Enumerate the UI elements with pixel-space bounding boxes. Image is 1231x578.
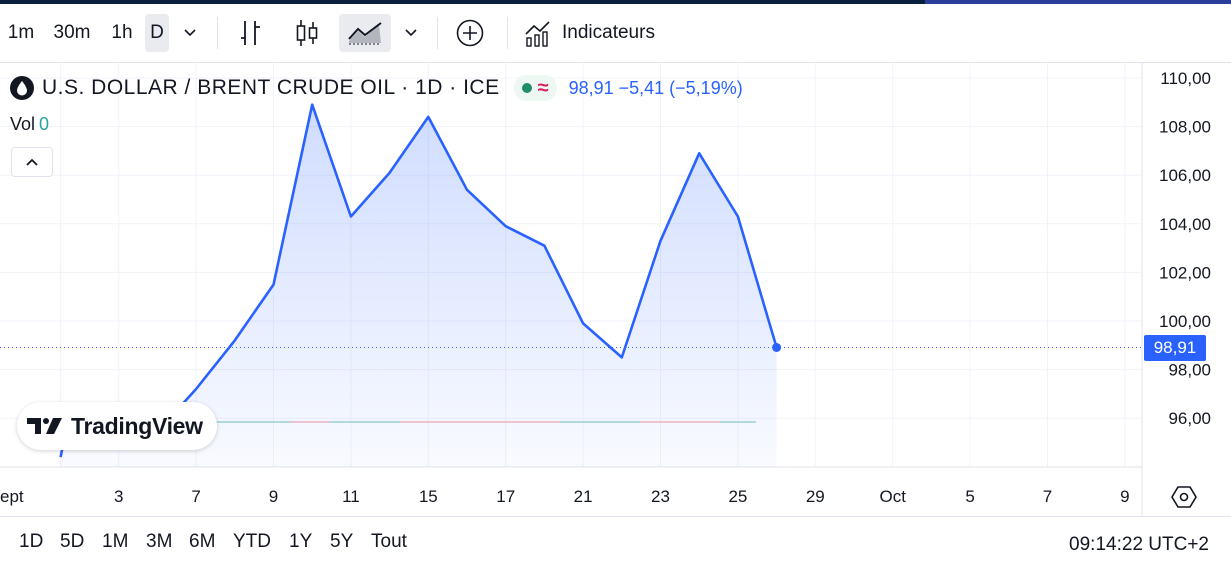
- volume-value: 0: [39, 114, 50, 134]
- compare-add-button[interactable]: [450, 14, 490, 52]
- price-tick-label: 100,00: [1159, 312, 1211, 331]
- interval-dropdown-button[interactable]: [176, 14, 204, 52]
- time-tick-label: 9: [1120, 487, 1129, 506]
- bar-chart-button[interactable]: [232, 14, 270, 52]
- area-chart-button[interactable]: [339, 14, 391, 52]
- time-tick-label: 29: [806, 487, 825, 506]
- plus-circle-icon: [456, 19, 484, 47]
- price-tick-label: 106,00: [1159, 166, 1211, 185]
- area-chart-icon: [348, 22, 382, 45]
- range-1y-button[interactable]: 1Y: [289, 531, 313, 552]
- interval-30m-button[interactable]: 30m: [53, 22, 91, 43]
- tradingview-logo-text: TradingView: [71, 412, 203, 439]
- range-5y-button[interactable]: 5Y: [330, 531, 354, 552]
- candles-icon: [296, 20, 318, 46]
- range-all-button[interactable]: Tout: [371, 531, 407, 552]
- range-6m-button[interactable]: 6M: [189, 531, 216, 552]
- chevron-down-icon: [405, 29, 417, 37]
- tradingview-logo[interactable]: TradingView: [17, 402, 217, 450]
- last-price-badge: 98,91: [1144, 335, 1206, 361]
- interval-d-button[interactable]: D: [145, 14, 169, 52]
- time-tick-label: 9: [269, 487, 278, 506]
- chart-legend: U.S. DOLLAR / BRENT CRUDE OIL · 1D · ICE…: [10, 75, 743, 101]
- settings-icon: [1171, 486, 1197, 508]
- range-1d-button[interactable]: 1D: [19, 531, 44, 552]
- time-axis[interactable]: ept 3 7 9 11 15 17 21 23 25 29 Oct 5 7 9: [0, 487, 1130, 506]
- indicators-button[interactable]: Indicateurs: [522, 14, 682, 52]
- time-tick-label: Oct: [879, 487, 906, 506]
- bar-chart-icon: [241, 21, 260, 45]
- market-open-dot-icon: [521, 83, 532, 93]
- time-tick-label: 7: [1043, 487, 1052, 506]
- chart-type-dropdown-button[interactable]: [397, 14, 425, 52]
- price-area-fill: [60, 104, 777, 467]
- price-change: 98,91 −5,41 (−5,19%): [568, 77, 743, 98]
- indicators-label: Indicateurs: [562, 22, 655, 43]
- price-tick-label: 98,00: [1168, 361, 1211, 380]
- time-tick-label: 11: [342, 487, 360, 506]
- price-tick-label: 110,00: [1160, 69, 1211, 88]
- price-tick-label: 104,00: [1159, 215, 1211, 234]
- price-tick-label: 108,00: [1159, 118, 1211, 137]
- price-tick-label: 102,00: [1159, 263, 1211, 282]
- clock-timezone[interactable]: 09:14:22 UTC+2: [1069, 534, 1209, 555]
- time-tick-label: 7: [191, 487, 200, 506]
- range-1m-button[interactable]: 1M: [102, 531, 129, 552]
- range-ytd-button[interactable]: YTD: [233, 531, 271, 552]
- tradingview-logo-icon: [27, 418, 62, 434]
- bottom-toolbar: 1D 5D 1M 3M 6M YTD 1Y 5Y Tout 09:14:22 U…: [0, 516, 1231, 578]
- collapse-legend-button[interactable]: [11, 147, 53, 177]
- top-stripe: [0, 0, 1231, 4]
- time-tick-label: 17: [496, 487, 515, 506]
- toolbar-divider: [217, 17, 218, 49]
- time-tick-label: ept: [0, 487, 24, 506]
- chevron-down-icon: [184, 29, 196, 37]
- symbol-title[interactable]: U.S. DOLLAR / BRENT CRUDE OIL · 1D · ICE: [42, 76, 500, 99]
- volume-label: Vol: [10, 114, 36, 134]
- range-3m-button[interactable]: 3M: [146, 531, 173, 552]
- candles-button[interactable]: [288, 14, 326, 52]
- price-tick-label: 96,00: [1168, 409, 1211, 428]
- time-tick-label: 21: [574, 487, 593, 506]
- price-chart[interactable]: 110,00 108,00 106,00 104,00 102,00 100,00 98,0…: [0, 62, 1231, 516]
- top-stripe-highlight: [925, 0, 1231, 4]
- interval-1m-button[interactable]: 1m: [7, 22, 35, 43]
- interval-1h-button[interactable]: 1h: [111, 22, 133, 43]
- time-tick-label: 3: [114, 487, 123, 506]
- last-price-marker: [772, 342, 782, 352]
- time-tick-label: 23: [651, 487, 670, 506]
- toolbar-divider: [437, 17, 438, 49]
- market-status-badge[interactable]: ≈: [513, 75, 557, 101]
- range-5d-button[interactable]: 5D: [60, 531, 85, 552]
- top-toolbar: 1m 30m 1h D: [0, 4, 1231, 63]
- indicators-icon: [525, 21, 550, 47]
- axis-settings-button[interactable]: [1171, 484, 1197, 510]
- toolbar-divider: [507, 17, 508, 49]
- delayed-data-icon: ≈: [537, 77, 549, 99]
- time-tick-label: 5: [965, 487, 974, 506]
- price-axis[interactable]: 110,00 108,00 106,00 104,00 102,00 100,00 98,0…: [1159, 69, 1211, 428]
- time-tick-label: 15: [419, 487, 438, 506]
- chevron-up-icon: [26, 158, 38, 166]
- volume-legend: Vol 0: [10, 114, 49, 135]
- time-tick-label: 25: [728, 487, 747, 506]
- oil-drop-icon: [10, 76, 34, 100]
